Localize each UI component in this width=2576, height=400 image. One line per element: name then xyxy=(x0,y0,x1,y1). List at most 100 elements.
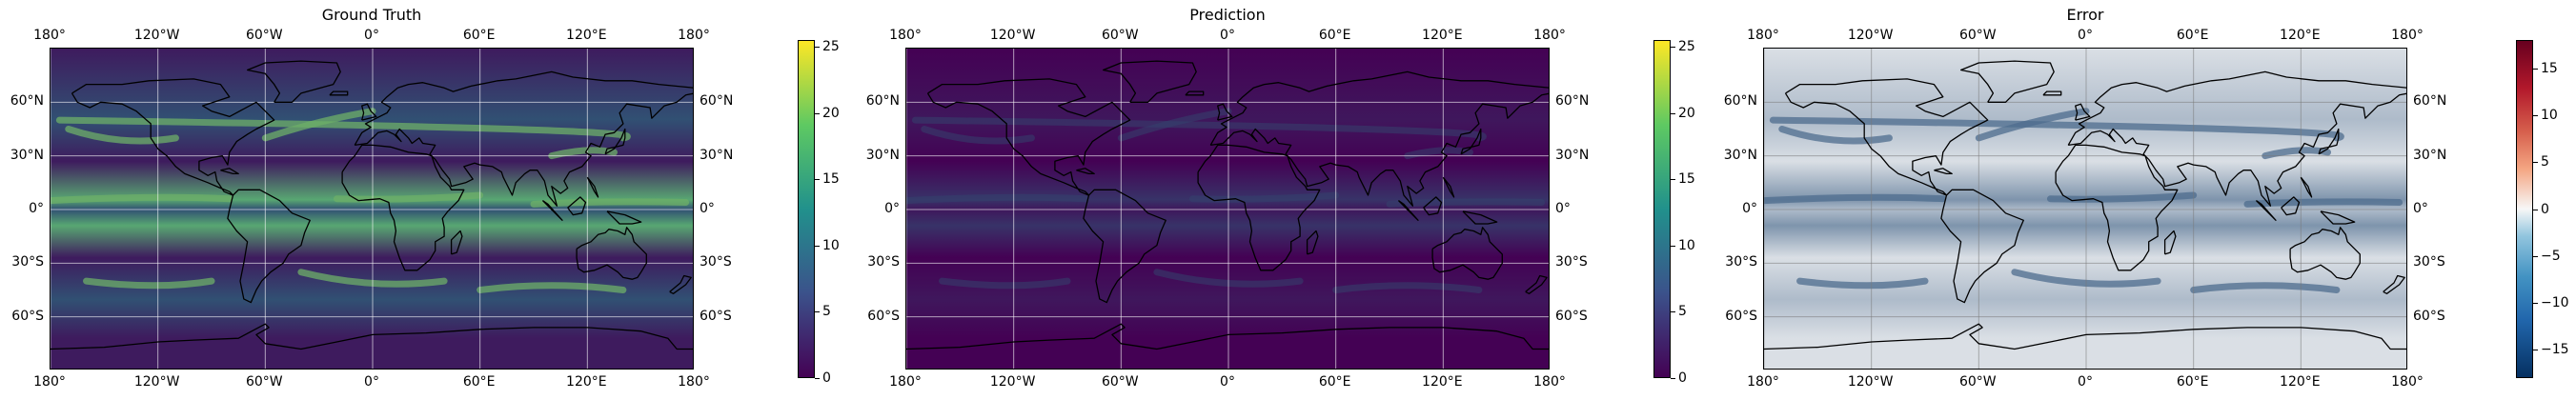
ground-truth-coastline xyxy=(227,189,311,304)
ground-truth-coastline xyxy=(246,60,341,103)
prediction-lon-tick-top: 60°W xyxy=(1101,28,1139,43)
error-lon-tick-bottom: 120°W xyxy=(1847,374,1894,390)
prediction-lat-tick-right: 0° xyxy=(1555,201,1571,216)
prediction-lon-tick-top: 60°E xyxy=(1318,28,1351,43)
ground-truth-storm-band xyxy=(51,193,233,205)
error-colorbar-tick-label: −15 xyxy=(2541,342,2569,358)
prediction-colorbar-tick-mark xyxy=(1671,378,1675,379)
prediction-lat-tick-left: 60°N xyxy=(865,93,900,110)
prediction-lon-tick-bottom: 120°E xyxy=(1422,374,1463,390)
ground-truth-coastline xyxy=(341,144,465,271)
error-storm-band xyxy=(1778,126,1893,145)
prediction-lon-tick-top: 120°W xyxy=(989,28,1036,43)
ground-truth-coastline xyxy=(354,70,693,207)
prediction-colorbar-tick-label: 10 xyxy=(1678,237,1695,253)
prediction-lon-tick-top: 120°E xyxy=(1422,28,1463,43)
prediction-coastline xyxy=(1209,70,1549,207)
ground-truth-lat-tick-right: 0° xyxy=(700,201,715,216)
prediction-colorbar-tick-mark xyxy=(1671,311,1675,313)
error-colorbar xyxy=(2516,40,2533,378)
error-map xyxy=(1763,48,2407,370)
error-coastline xyxy=(2300,176,2313,198)
prediction-coastline xyxy=(1217,103,1233,121)
error-coastline xyxy=(2163,230,2177,255)
prediction-coastline xyxy=(1460,128,1482,155)
prediction-colorbar-tick-label: 20 xyxy=(1678,105,1695,121)
ground-truth-lon-tick-bottom: 0° xyxy=(364,374,379,390)
prediction-coastline xyxy=(1525,274,1548,294)
ground-truth-lon-tick-top: 180° xyxy=(33,28,66,43)
error-colorbar-tick-mark xyxy=(2533,303,2538,305)
error-lat-tick-left: 0° xyxy=(1742,201,1757,216)
error-lat-tick-right: 30°S xyxy=(2413,254,2445,270)
prediction-coastline xyxy=(1102,60,1197,103)
ground-truth-lon-tick-bottom: 60°W xyxy=(245,374,283,390)
ground-truth-lon-tick-top: 60°W xyxy=(245,28,283,43)
ground-truth-lon-tick-bottom: 180° xyxy=(678,374,710,390)
ground-truth-colorbar-tick-mark xyxy=(815,112,820,114)
error-colorbar-tick-mark xyxy=(2533,255,2538,257)
error-lon-tick-bottom: 180° xyxy=(2391,374,2424,390)
ground-truth-lat-tick-left: 30°S xyxy=(11,254,44,270)
ground-truth-storm-band xyxy=(83,277,215,290)
prediction-colorbar xyxy=(1653,40,1671,378)
error-lon-tick-top: 180° xyxy=(2391,28,2424,43)
prediction-colorbar-tick-label: 25 xyxy=(1678,38,1695,54)
ground-truth-coastline xyxy=(51,323,693,350)
ground-truth-lon-tick-bottom: 120°E xyxy=(566,374,607,390)
error-coastline xyxy=(2255,200,2277,221)
prediction-storm-band xyxy=(1332,282,1483,293)
error-lon-tick-top: 120°E xyxy=(2280,28,2321,43)
prediction-lon-tick-bottom: 120°W xyxy=(989,374,1036,390)
error-storm-band xyxy=(2243,198,2404,208)
ground-truth-lat-tick-left: 30°N xyxy=(10,147,44,163)
ground-truth-lon-tick-top: 0° xyxy=(364,28,379,43)
ground-truth-storm-band xyxy=(333,191,484,203)
prediction-colorbar-tick-label: 15 xyxy=(1678,171,1695,188)
error-lon-tick-bottom: 180° xyxy=(1747,374,1779,390)
prediction-lat-tick-left: 30°N xyxy=(865,147,900,163)
error-colorbar-tick-label: −10 xyxy=(2541,295,2569,311)
prediction-coastline xyxy=(1306,230,1319,255)
prediction-storm-band xyxy=(1188,191,1340,203)
ground-truth-title: Ground Truth xyxy=(321,6,422,24)
error-coastline xyxy=(2318,128,2340,155)
ground-truth-lon-tick-top: 180° xyxy=(678,28,710,43)
ground-truth-coastline xyxy=(586,176,599,198)
prediction-lat-tick-right: 60°S xyxy=(1555,308,1588,324)
prediction-lat-tick-right: 60°N xyxy=(1555,93,1590,110)
error-coastline xyxy=(2042,90,2062,96)
prediction-storm-band xyxy=(921,126,1035,145)
prediction-coastline xyxy=(1076,168,1095,175)
error-map-canvas xyxy=(1764,49,2406,369)
ground-truth-coastline xyxy=(604,128,626,155)
error-coastline xyxy=(1934,168,1953,175)
prediction-map xyxy=(905,48,1550,370)
error-storm-band xyxy=(1764,193,1947,205)
prediction-coastline xyxy=(926,78,1131,196)
prediction-lon-tick-bottom: 0° xyxy=(1220,374,1235,390)
ground-truth-lon-tick-top: 60°E xyxy=(462,28,496,43)
error-title: Error xyxy=(2066,6,2104,24)
error-lat-tick-right: 0° xyxy=(2413,201,2428,216)
error-lon-tick-top: 60°E xyxy=(2176,28,2209,43)
ground-truth-colorbar-tick-label: 15 xyxy=(822,171,840,188)
error-lon-tick-top: 180° xyxy=(1747,28,1779,43)
prediction-coastline xyxy=(1083,189,1166,304)
ground-truth-coastline xyxy=(361,103,377,121)
error-coastline xyxy=(2075,103,2091,121)
ground-truth-colorbar-tick-label: 25 xyxy=(822,38,840,54)
error-coastline xyxy=(2383,274,2405,294)
ground-truth-coastline xyxy=(450,230,463,255)
prediction-lat-tick-left: 60°S xyxy=(867,308,900,324)
prediction-map-canvas xyxy=(906,49,1549,369)
error-colorbar-tick-label: 15 xyxy=(2541,60,2558,76)
prediction-coastline xyxy=(1397,200,1419,221)
error-lat-tick-left: 30°N xyxy=(1723,147,1757,163)
error-colorbar-tick-mark xyxy=(2533,114,2538,116)
ground-truth-coastline xyxy=(606,210,642,225)
ground-truth-lat-tick-left: 60°S xyxy=(11,308,44,324)
error-lon-tick-top: 0° xyxy=(2078,28,2093,43)
error-lat-tick-left: 30°S xyxy=(1725,254,1757,270)
error-coastline xyxy=(2320,210,2356,225)
